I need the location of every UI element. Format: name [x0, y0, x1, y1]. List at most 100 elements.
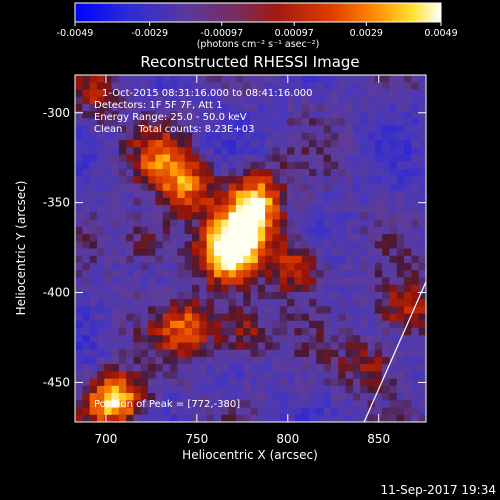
- heatmap-cell: [140, 393, 149, 401]
- heatmap-cell: [360, 111, 369, 119]
- heatmap-cell: [243, 320, 252, 329]
- heatmap-cell: [148, 262, 157, 271]
- heatmap-cell: [75, 132, 83, 141]
- heatmap-cell: [323, 400, 332, 409]
- heatmap-cell: [96, 111, 105, 119]
- heatmap-cell: [287, 299, 295, 307]
- heatmap-cell: [382, 219, 391, 228]
- heatmap-cell: [323, 241, 332, 250]
- heatmap-cell: [396, 96, 405, 105]
- heatmap-cell: [338, 226, 347, 235]
- heatmap-cell: [367, 342, 376, 351]
- heatmap-cell: [199, 299, 208, 307]
- heatmap-cell: [126, 299, 135, 307]
- heatmap-cell: [352, 125, 361, 134]
- heatmap-cell: [206, 241, 215, 250]
- heatmap-cell: [140, 234, 149, 242]
- heatmap-cell: [89, 75, 98, 83]
- heatmap-cell: [250, 75, 259, 83]
- heatmap-cell: [418, 414, 426, 422]
- heatmap-cell: [213, 248, 222, 257]
- heatmap-cell: [330, 306, 339, 315]
- heatmap-cell: [118, 313, 127, 322]
- x-tick-label: 700: [94, 432, 117, 446]
- heatmap-cell: [301, 313, 310, 322]
- heatmap-cell: [140, 103, 149, 112]
- heatmap-cell: [287, 75, 295, 83]
- heatmap-cell: [199, 349, 208, 358]
- heatmap-cell: [272, 313, 281, 322]
- heatmap-cell: [287, 111, 295, 119]
- heatmap-cell: [96, 125, 105, 134]
- heatmap-cell: [148, 364, 157, 372]
- heatmap-cell: [345, 197, 354, 206]
- heatmap-cell: [111, 400, 120, 409]
- heatmap-cell: [287, 306, 295, 315]
- heatmap-cell: [104, 183, 113, 192]
- heatmap-cell: [338, 291, 347, 300]
- heatmap-cell: [96, 168, 105, 177]
- heatmap-cell: [382, 234, 391, 242]
- heatmap-cell: [345, 400, 354, 409]
- heatmap-cell: [279, 205, 288, 213]
- heatmap-cell: [118, 291, 127, 300]
- heatmap-cell: [294, 183, 303, 192]
- heatmap-cell: [243, 190, 252, 199]
- heatmap-cell: [323, 277, 332, 286]
- heatmap-cell: [82, 219, 91, 228]
- heatmap-cell: [118, 147, 127, 156]
- heatmap-cell: [111, 291, 120, 300]
- heatmap-cell: [257, 176, 266, 185]
- heatmap-cell: [360, 248, 369, 257]
- heatmap-cell: [199, 313, 208, 322]
- heatmap-cell: [243, 154, 252, 163]
- heatmap-cell: [389, 154, 398, 163]
- heatmap-cell: [411, 371, 420, 380]
- heatmap-cell: [162, 364, 171, 372]
- heatmap-cell: [352, 371, 361, 380]
- heatmap-cell: [374, 140, 383, 148]
- heatmap-cell: [389, 103, 398, 112]
- heatmap-cell: [309, 118, 317, 127]
- heatmap-cell: [177, 147, 186, 156]
- heatmap-cell: [162, 197, 171, 206]
- heatmap-cell: [126, 89, 135, 98]
- heatmap-cell: [199, 335, 208, 344]
- heatmap-cell: [279, 234, 288, 242]
- heatmap-cell: [221, 140, 230, 148]
- heatmap-cell: [104, 262, 113, 271]
- heatmap-cell: [294, 226, 303, 235]
- heatmap-cell: [184, 356, 193, 365]
- heatmap-cell: [221, 400, 230, 409]
- heatmap-cell: [404, 103, 412, 112]
- heatmap-cell: [111, 118, 120, 127]
- heatmap-cell: [118, 176, 127, 185]
- heatmap-cell: [309, 270, 317, 279]
- heatmap-cell: [148, 132, 157, 141]
- heatmap-cell: [111, 161, 120, 170]
- heatmap-cell: [367, 356, 376, 365]
- heatmap-cell: [243, 407, 252, 416]
- heatmap-cell: [206, 335, 215, 344]
- heatmap-cell: [192, 212, 200, 221]
- heatmap-cell: [418, 291, 426, 300]
- heatmap-cell: [118, 385, 127, 394]
- heatmap-cell: [162, 190, 171, 199]
- heatmap-cell: [177, 400, 186, 409]
- heatmap-cell: [382, 197, 391, 206]
- heatmap-cell: [104, 75, 113, 83]
- heatmap-cell: [294, 364, 303, 372]
- heatmap-cell: [396, 125, 405, 134]
- heatmap-cell: [250, 168, 259, 177]
- heatmap-cell: [345, 320, 354, 329]
- heatmap-cell: [75, 212, 83, 221]
- heatmap-cell: [228, 234, 237, 242]
- heatmap-cell: [243, 284, 252, 293]
- heatmap-cell: [206, 320, 215, 329]
- heatmap-cell: [96, 255, 105, 264]
- heatmap-cell: [111, 284, 120, 293]
- heatmap-cell: [250, 262, 259, 271]
- heatmap-cell: [213, 255, 222, 264]
- heatmap-cell: [330, 132, 339, 141]
- heatmap-cell: [287, 378, 295, 387]
